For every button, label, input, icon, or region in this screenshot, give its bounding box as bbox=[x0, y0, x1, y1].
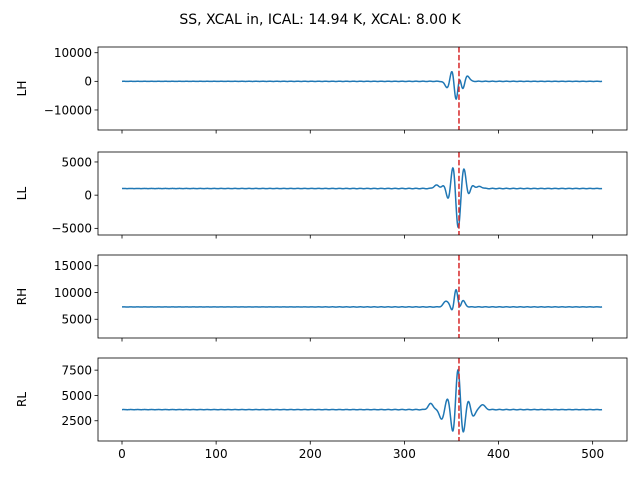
y-tick-label: −5000 bbox=[51, 222, 92, 236]
y-axis-label: RH bbox=[15, 288, 29, 305]
y-axis-label: RL bbox=[15, 392, 29, 407]
x-tick-label: 500 bbox=[581, 447, 604, 461]
y-tick-label: 5000 bbox=[61, 313, 92, 327]
subplots: −10000010000LH−500005000LL50001000015000… bbox=[15, 46, 628, 461]
axes-frame bbox=[97, 46, 628, 131]
x-tick-label: 100 bbox=[205, 447, 228, 461]
subplot-rh: 5000 10000 15000 RH bbox=[15, 254, 628, 342]
axes-frame bbox=[97, 151, 628, 236]
y-tick-label: 5000 bbox=[61, 389, 92, 403]
axes-frame bbox=[97, 254, 628, 339]
x-tick-label: 200 bbox=[299, 447, 322, 461]
chart-title: SS, XCAL in, ICAL: 14.94 K, XCAL: 8.00 K bbox=[179, 12, 461, 28]
y-tick-label: 15000 bbox=[54, 259, 92, 273]
subplot-rl: 2500 5000 7500 0 100 200 300 400 500 RL bbox=[15, 357, 628, 461]
x-tick-label: 0 bbox=[118, 447, 126, 461]
x-tick-label: 300 bbox=[393, 447, 416, 461]
series-line-rl bbox=[121, 368, 603, 433]
y-tick-label: 0 bbox=[84, 75, 92, 89]
y-tick-label: 10000 bbox=[54, 46, 92, 60]
y-axis-label: LH bbox=[15, 81, 29, 97]
subplot-lh: −10000 0 10000 LH bbox=[15, 46, 628, 134]
series-line-ll bbox=[121, 166, 603, 229]
subplot-ll: −5000 0 5000 LL bbox=[15, 151, 628, 239]
y-tick-label: 10000 bbox=[54, 286, 92, 300]
series-line-rh bbox=[121, 289, 603, 311]
series-line-lh bbox=[121, 70, 603, 101]
y-axis-label: LL bbox=[15, 187, 29, 201]
y-tick-label: 5000 bbox=[61, 155, 92, 169]
x-tick-label: 400 bbox=[487, 447, 510, 461]
y-tick-label: 2500 bbox=[61, 414, 92, 428]
axes-frame bbox=[97, 357, 628, 442]
y-tick-label: −10000 bbox=[44, 103, 92, 117]
y-tick-label: 0 bbox=[84, 188, 92, 202]
y-tick-label: 7500 bbox=[61, 363, 92, 377]
